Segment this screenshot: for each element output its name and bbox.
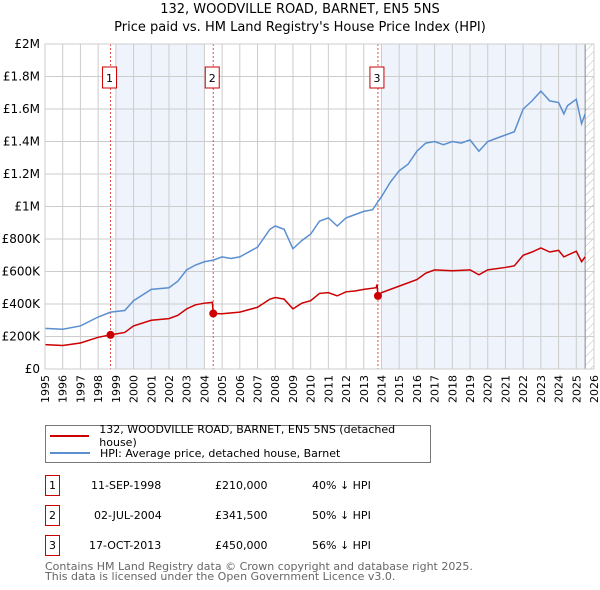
sale-marker-badge <box>369 66 385 89</box>
sale-point <box>209 309 218 318</box>
footer-copyright: Contains HM Land Registry data © Crown c… <box>45 560 473 573</box>
legend-item-hpi: HPI: Average price, detached house, Barn… <box>46 445 340 461</box>
x-tick-label: 2014 <box>375 375 388 403</box>
x-tick-label: 1998 <box>92 375 105 403</box>
x-tick-label: 2000 <box>128 375 141 403</box>
x-tick-label: 2024 <box>553 375 566 403</box>
x-tick-label: 2011 <box>322 375 335 403</box>
x-tick-label: 2013 <box>358 375 371 403</box>
x-tick-label: 2023 <box>535 375 548 403</box>
sale-number-badge: 2 <box>45 505 60 526</box>
sale-point <box>373 291 382 300</box>
x-tick-label: 2004 <box>198 375 211 403</box>
x-tick-label: 2018 <box>446 375 459 403</box>
sale-number-badge: 1 <box>45 475 60 496</box>
sale-marker-badge <box>204 66 220 89</box>
chart-title: 132, WOODVILLE ROAD, BARNET, EN5 5NS <box>160 2 440 17</box>
y-tick-label: £1.8M <box>3 70 40 84</box>
x-tick-label: 1999 <box>110 375 123 403</box>
x-tick-label: 2003 <box>181 375 194 403</box>
sale-date: 17-OCT-2013 <box>89 539 162 552</box>
x-tick-label: 2012 <box>340 375 353 403</box>
sale-marker-number: 3 <box>373 72 380 85</box>
legend-label-property: 132, WOODVILLE ROAD, BARNET, EN5 5NS (de… <box>99 423 396 449</box>
x-tick-label: 2015 <box>393 375 406 403</box>
y-tick-label: £800K <box>2 232 42 246</box>
y-tick-label: £400K <box>2 297 42 311</box>
y-tick-label: £1.6M <box>3 102 40 116</box>
sale-row: 2 02-JUL-2004 £341,500 50% ↓ HPI <box>45 505 465 527</box>
sale-price: £341,500 <box>215 509 268 522</box>
x-tick-label: 2016 <box>411 375 424 403</box>
x-tick-label: 2001 <box>145 375 158 403</box>
y-tick-label: £1.2M <box>3 167 40 181</box>
x-tick-label: 2006 <box>234 375 247 403</box>
x-tick-label: 1996 <box>57 375 70 403</box>
legend-label-hpi: HPI: Average price, detached house, Barn… <box>100 446 341 460</box>
y-tick-label: £1M <box>14 200 40 214</box>
blue-line-swatch <box>50 452 90 454</box>
sale-point <box>106 330 115 339</box>
sale-hpi-diff: 56% ↓ HPI <box>312 539 371 552</box>
series-line <box>44 90 586 330</box>
x-tick-label: 2021 <box>499 375 512 403</box>
price-chart: 1995 1996 1997 1998 1999 2000 2001 2002 2003 2004… <box>2 37 600 403</box>
x-tick-label: 2009 <box>287 375 300 403</box>
y-tick-label: £600K <box>2 265 42 279</box>
y-tick-label: £200K <box>2 330 42 344</box>
sale-date: 11-SEP-1998 <box>91 479 162 492</box>
sale-row: 1 11-SEP-1998 £210,000 40% ↓ HPI <box>45 475 465 497</box>
x-tick-label: 2002 <box>163 375 176 403</box>
x-tick-label: 1995 <box>39 375 52 403</box>
y-tick-label: £0 <box>25 362 40 376</box>
x-tick-label: 2025 <box>570 375 583 403</box>
sale-price: £210,000 <box>215 479 268 492</box>
red-line-swatch <box>50 435 90 437</box>
x-tick-label: 2026 <box>588 375 600 403</box>
x-tick-label: 2007 <box>252 375 265 403</box>
sale-hpi-diff: 50% ↓ HPI <box>312 509 371 522</box>
sale-price: £450,000 <box>215 539 268 552</box>
chart-subtitle: Price paid vs. HM Land Registry's House … <box>114 20 486 35</box>
sale-hpi-diff: 40% ↓ HPI <box>312 479 371 492</box>
legend-item-property: 132, WOODVILLE ROAD, BARNET, EN5 5NS (de… <box>46 423 430 449</box>
x-tick-label: 2020 <box>482 375 495 403</box>
plot-frame <box>44 43 595 370</box>
y-tick-label: £2M <box>14 37 40 51</box>
sale-marker-number: 2 <box>209 72 216 85</box>
footer-licence: This data is licensed under the Open Gov… <box>45 570 396 583</box>
series-line <box>44 247 586 347</box>
sale-row: 3 17-OCT-2013 £450,000 56% ↓ HPI <box>45 535 465 557</box>
x-tick-label: 2019 <box>464 375 477 403</box>
x-tick-label: 2022 <box>517 375 530 403</box>
sale-date: 02-JUL-2004 <box>94 509 162 522</box>
y-tick-label: £1.4M <box>3 135 40 149</box>
x-tick-label: 2005 <box>216 375 229 403</box>
sale-number-badge: 3 <box>45 535 60 556</box>
x-tick-label: 1997 <box>74 375 87 403</box>
x-tick-label: 2010 <box>305 375 318 403</box>
sale-marker-badge <box>102 66 118 89</box>
x-tick-label: 2017 <box>429 375 442 403</box>
sale-marker-number: 1 <box>106 72 113 85</box>
x-tick-label: 2008 <box>269 375 282 403</box>
legend: 132, WOODVILLE ROAD, BARNET, EN5 5NS (de… <box>45 423 431 463</box>
